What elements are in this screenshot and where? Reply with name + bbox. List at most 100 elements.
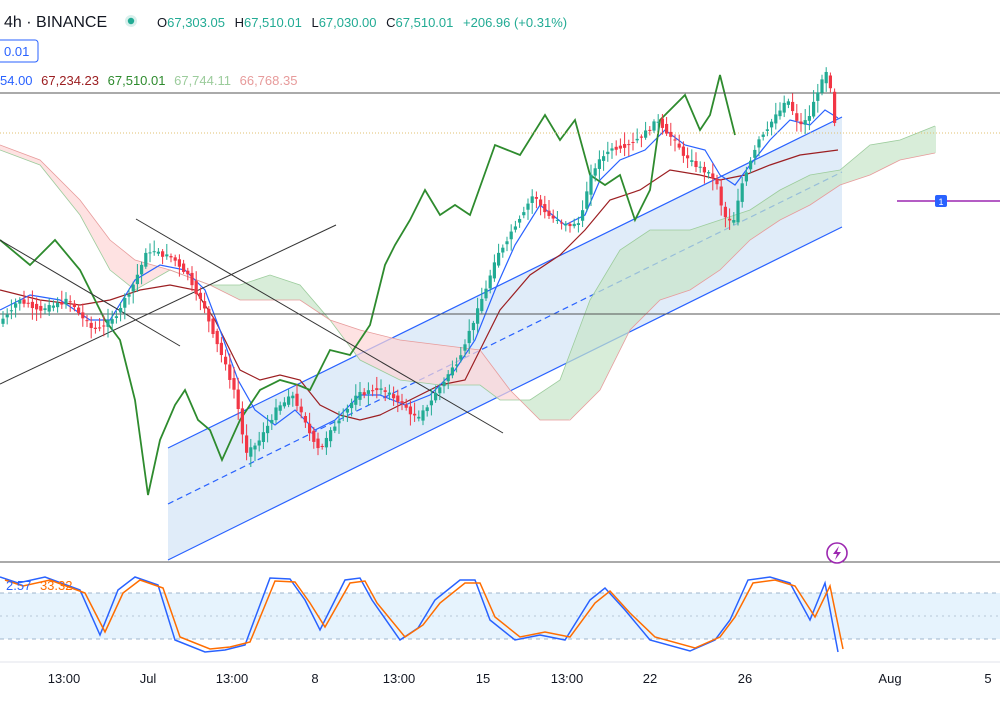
cloud-segment: [372, 333, 376, 368]
candle-body: [497, 252, 501, 266]
stochastic-pane[interactable]: [0, 576, 1000, 653]
candle-body: [123, 297, 127, 308]
x-tick-label: 8: [311, 671, 318, 686]
cloud-segment: [236, 285, 240, 300]
candle-body: [249, 447, 253, 457]
svg-text:54.00 67,234.23: 54.00 67,234.23 67,510.01 67,744.11 66,7…: [0, 73, 297, 88]
cloud-segment: [24, 154, 28, 161]
cloud-segment: [804, 176, 808, 208]
close-value: 67,510.01: [396, 15, 454, 30]
candle-body: [518, 218, 522, 223]
candle-body: [379, 388, 383, 390]
candle-body: [543, 204, 547, 213]
cloud-segment: [12, 149, 16, 156]
cloud-segment: [392, 338, 396, 378]
cloud-segment: [88, 210, 92, 237]
trend-line[interactable]: [135, 218, 504, 434]
cloud-segment: [684, 230, 688, 292]
candle-body: [681, 146, 685, 156]
candle-body: [623, 144, 627, 148]
candle-body: [287, 396, 291, 405]
candle-body: [375, 388, 379, 391]
candle-body: [732, 220, 736, 223]
candle-body: [791, 101, 795, 112]
cloud-segment: [692, 228, 696, 289]
candle-body: [308, 423, 312, 434]
cloud-segment: [700, 225, 704, 284]
candle-body: [585, 191, 589, 209]
cloud-segment: [40, 160, 44, 170]
stoch-d-line: [4, 579, 844, 650]
candle-body: [316, 438, 320, 449]
svg-text:O67,303.05 H67,510.01: O67,303.05 H67,510.01 L67,030.00 C67,510…: [157, 15, 567, 30]
market-open-dot: [127, 17, 135, 25]
channel-mid-line[interactable]: [167, 171, 843, 505]
cloud-segment: [260, 277, 264, 300]
candle-body: [81, 312, 85, 319]
cloud-segment: [856, 153, 860, 180]
candle-body: [795, 113, 799, 121]
interval-exchange[interactable]: 4h · BINANCE: [4, 14, 107, 31]
cloud-segment: [908, 135, 912, 159]
candle-body: [362, 392, 366, 395]
cloud-segment: [496, 371, 500, 400]
candle-body: [606, 151, 610, 155]
candle-body: [169, 256, 173, 258]
cloud-segment: [224, 285, 228, 294]
cloud-segment: [532, 396, 536, 416]
cloud-segment: [644, 231, 648, 316]
candle-body: [371, 390, 375, 392]
candle-body: [648, 129, 652, 131]
cloud-segment: [216, 285, 220, 290]
cloud-segment: [28, 155, 32, 162]
cloud-segment: [728, 216, 732, 262]
cloud-segment: [676, 230, 680, 295]
candle-body: [320, 445, 324, 448]
candle-body: [102, 325, 106, 327]
cloud-segment: [4, 146, 8, 153]
candle-body: [224, 356, 228, 365]
x-tick-label: 5: [984, 671, 991, 686]
candle-body: [770, 121, 774, 128]
cloud-segment: [472, 349, 476, 385]
candle-body: [669, 131, 673, 137]
candle-body: [85, 320, 89, 322]
cloud-segment: [312, 299, 316, 311]
cloud-segment: [556, 380, 560, 420]
x-axis[interactable]: 13:00 Jul 13:00 8 13:00 15 13:00 22 26 Aug 5: [48, 671, 992, 686]
cloud-segment: [16, 151, 20, 158]
value-badge-box[interactable]: [0, 39, 39, 63]
x-tick-label: Aug: [878, 671, 901, 686]
cloud-segment: [228, 285, 232, 296]
cloud-segment: [776, 190, 780, 223]
cloud-segment: [128, 254, 132, 288]
candle-body: [152, 251, 156, 253]
candle-body: [194, 280, 198, 295]
cloud-segment: [580, 316, 584, 410]
marker-badge[interactable]: [935, 195, 947, 207]
candle-body: [270, 419, 274, 424]
high-label: H: [235, 15, 244, 30]
ichimoku-value-4: 67,744.11: [174, 73, 231, 88]
cloud-segment: [416, 342, 420, 383]
leading-span-a-line: [0, 125, 936, 401]
cloud-segment: [76, 196, 80, 215]
lightning-icon[interactable]: [826, 542, 848, 564]
leading-span-b-line: [0, 144, 936, 421]
cloud-segment: [240, 283, 244, 300]
candle-body: [539, 199, 543, 206]
candle-body: [833, 91, 837, 123]
cloud-segment: [512, 392, 516, 400]
cloud-segment: [268, 275, 272, 300]
cloud-segment: [568, 348, 572, 420]
cloud-segment: [232, 285, 236, 298]
channel-upper-line[interactable]: [167, 116, 843, 449]
trend-line[interactable]: [0, 224, 337, 385]
trend-line[interactable]: [0, 239, 181, 347]
candle-body: [22, 299, 26, 304]
candle-body: [446, 374, 450, 382]
cloud-segment: [428, 343, 432, 384]
cloud-segment: [888, 141, 892, 166]
